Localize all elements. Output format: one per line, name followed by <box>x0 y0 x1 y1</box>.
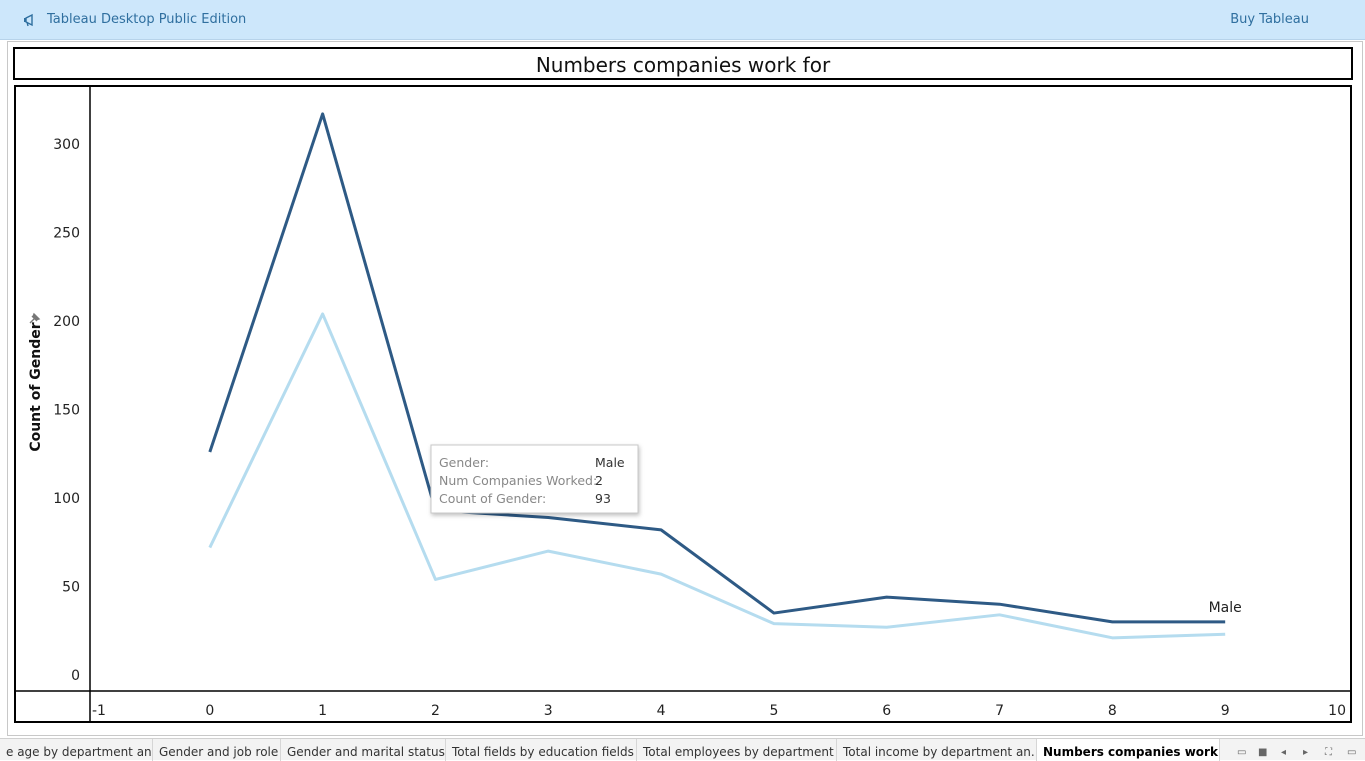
sheet-tab[interactable]: e age by department and ... <box>0 739 153 761</box>
sheet-tab[interactable]: Total employees by department ... <box>637 739 837 761</box>
data-point[interactable] <box>770 609 778 617</box>
chart-area[interactable]: Count of Gender 0 50 100 150 200 250 300 -1 0 1 2 3 4… <box>14 85 1352 723</box>
series-line-unlabeled[interactable] <box>208 312 1226 640</box>
data-point[interactable] <box>431 575 439 583</box>
app-title: Tableau Desktop Public Edition <box>47 12 247 27</box>
x-tick-label: 4 <box>657 703 666 719</box>
presentation-icon[interactable]: ▭ <box>1347 747 1357 758</box>
data-point[interactable] <box>319 110 327 118</box>
sheet-title: Numbers companies work for <box>535 53 831 77</box>
tooltip-label: Gender: <box>439 455 489 470</box>
filmstrip-icon[interactable]: ▭ <box>1237 747 1247 758</box>
y-axis-label: Count of Gender <box>28 322 44 451</box>
x-tick-label: 9 <box>1221 703 1230 719</box>
data-point[interactable] <box>1221 618 1229 626</box>
series-line-male[interactable] <box>208 112 1226 624</box>
sheet-tab[interactable]: Numbers companies work for <box>1037 739 1220 761</box>
y-tick-label: 300 <box>53 137 80 153</box>
x-tick-label: 1 <box>318 703 327 719</box>
y-tick-label: 50 <box>62 580 80 596</box>
y-tick-label: 100 <box>53 491 80 507</box>
data-point[interactable] <box>544 547 552 555</box>
y-tick-label: 150 <box>53 403 80 419</box>
x-tick-label: 2 <box>431 703 440 719</box>
data-point[interactable] <box>319 310 327 318</box>
sheet-tabs-bar: e age by department and ...Gender and jo… <box>0 738 1365 761</box>
data-point[interactable] <box>996 611 1004 619</box>
x-tick-label: 0 <box>205 703 214 719</box>
tooltip-value: 2 <box>595 473 603 488</box>
x-tick-label: -1 <box>92 703 106 719</box>
data-point[interactable] <box>657 570 665 578</box>
data-point[interactable] <box>1221 630 1229 638</box>
data-point[interactable] <box>996 600 1004 608</box>
top-banner: Tableau Desktop Public Edition Buy Table… <box>0 0 1365 40</box>
x-tick-label: 8 <box>1108 703 1117 719</box>
data-point[interactable] <box>770 620 778 628</box>
data-point[interactable] <box>544 513 552 521</box>
sheet-tab[interactable]: Gender and marital status <box>281 739 446 761</box>
fullscreen-icon[interactable]: ⛶ <box>1325 747 1332 758</box>
x-tick-label: 7 <box>995 703 1004 719</box>
prev-sheet-icon[interactable]: ◂ <box>1281 747 1287 758</box>
data-point[interactable] <box>883 623 891 631</box>
hover-tooltip: Gender: Male Num Companies Worked:2 Count o… <box>430 444 639 514</box>
pin-icon[interactable] <box>29 312 41 324</box>
data-point[interactable] <box>883 593 891 601</box>
data-point[interactable] <box>1108 634 1116 642</box>
data-point[interactable] <box>1108 618 1116 626</box>
y-tick-label: 0 <box>71 668 80 684</box>
tooltip-value: 93 <box>595 491 611 506</box>
line-chart[interactable]: Count of Gender 0 50 100 150 200 250 300 -1 0 1 2 3 4… <box>16 87 1350 721</box>
data-point[interactable] <box>206 448 214 456</box>
x-tick-label: 10 <box>1328 703 1346 719</box>
y-tick-label: 250 <box>53 226 80 242</box>
x-tick-label: 3 <box>544 703 553 719</box>
sheet-tab[interactable]: Gender and job role <box>153 739 281 761</box>
sheet-tab[interactable]: Total fields by education fields <box>446 739 637 761</box>
tooltip-label: Count of Gender: <box>439 491 546 506</box>
data-point[interactable] <box>657 526 665 534</box>
data-point[interactable] <box>206 544 214 552</box>
tooltip-box <box>430 444 639 514</box>
grid-view-icon[interactable]: ■ <box>1258 747 1268 758</box>
sheet-tab[interactable]: Total income by department an... <box>837 739 1037 761</box>
tooltip-label: Num Companies Worked: <box>439 473 597 488</box>
y-tick-label: 200 <box>53 314 80 330</box>
sheet-title-box: Numbers companies work for <box>13 47 1353 80</box>
x-tick-label: 5 <box>769 703 778 719</box>
x-tick-label: 6 <box>882 703 891 719</box>
next-sheet-icon[interactable]: ▸ <box>1303 747 1309 758</box>
series-end-label: Male <box>1209 600 1242 616</box>
tooltip-value: Male <box>595 455 625 470</box>
megaphone-icon <box>24 13 33 27</box>
buy-tableau-link[interactable]: Buy Tableau <box>1230 12 1309 27</box>
